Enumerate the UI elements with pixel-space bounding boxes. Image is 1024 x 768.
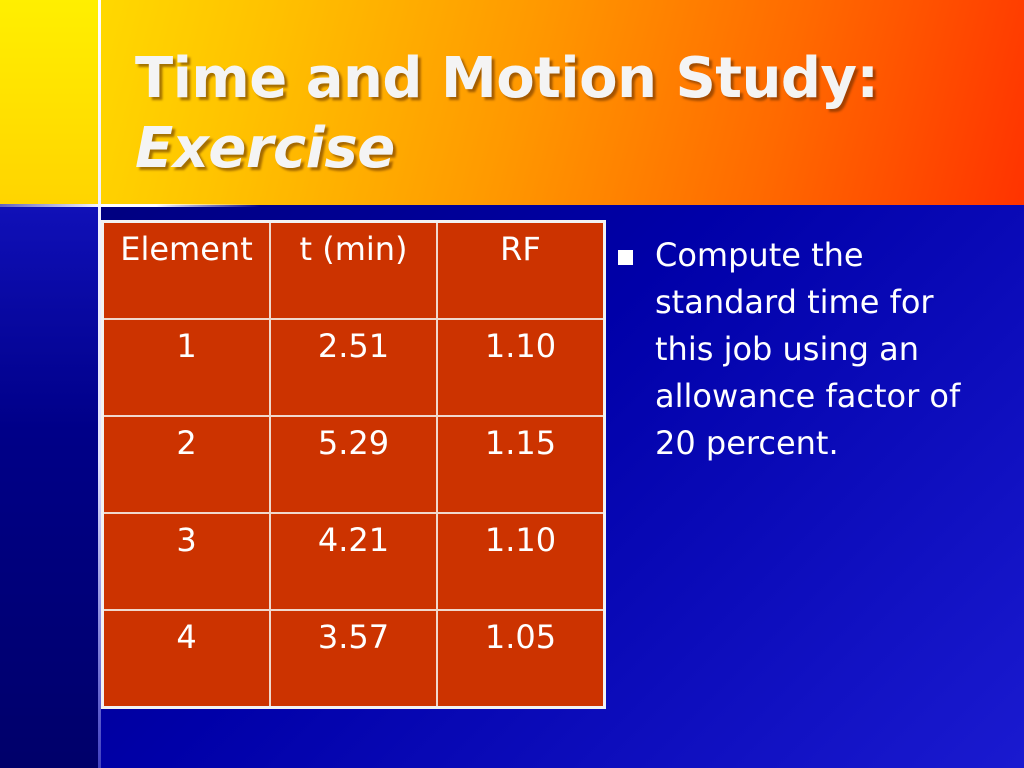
header-background bbox=[0, 0, 1024, 205]
table-cell: 1.15 bbox=[436, 415, 606, 514]
slide-title: Time and Motion Study: Exercise bbox=[135, 44, 879, 184]
table-header-row: Element t (min) RF bbox=[101, 220, 606, 320]
title-line-2: Exercise bbox=[135, 116, 395, 181]
horizontal-divider-line bbox=[0, 204, 260, 207]
table-cell: 3.57 bbox=[269, 609, 438, 709]
body-accent-block bbox=[0, 205, 98, 768]
table-cell: 1 bbox=[101, 318, 271, 417]
table-row: 2 5.29 1.15 bbox=[101, 415, 606, 514]
table-cell: 4.21 bbox=[269, 512, 438, 611]
table-cell: 2 bbox=[101, 415, 271, 514]
table-cell: 4 bbox=[101, 609, 271, 709]
table-cell: 2.51 bbox=[269, 318, 438, 417]
table-row: 3 4.21 1.10 bbox=[101, 512, 606, 611]
table-cell: 1.10 bbox=[436, 512, 606, 611]
data-table: Element t (min) RF 1 2.51 1.10 2 5.29 1.… bbox=[101, 220, 606, 709]
table-header-cell: Element bbox=[101, 220, 271, 320]
square-bullet-icon bbox=[618, 250, 633, 265]
table-header-cell: t (min) bbox=[269, 220, 438, 320]
table-row: 1 2.51 1.10 bbox=[101, 318, 606, 417]
table-header-cell: RF bbox=[436, 220, 606, 320]
vertical-divider-line bbox=[98, 0, 101, 768]
table-row: 4 3.57 1.05 bbox=[101, 609, 606, 709]
table-cell: 1.10 bbox=[436, 318, 606, 417]
bullet-text: Compute the standard time for this job u… bbox=[655, 236, 961, 462]
title-line-1: Time and Motion Study: bbox=[135, 46, 879, 111]
header-accent-block bbox=[0, 0, 98, 205]
table-cell: 1.05 bbox=[436, 609, 606, 709]
table-cell: 3 bbox=[101, 512, 271, 611]
table-cell: 5.29 bbox=[269, 415, 438, 514]
